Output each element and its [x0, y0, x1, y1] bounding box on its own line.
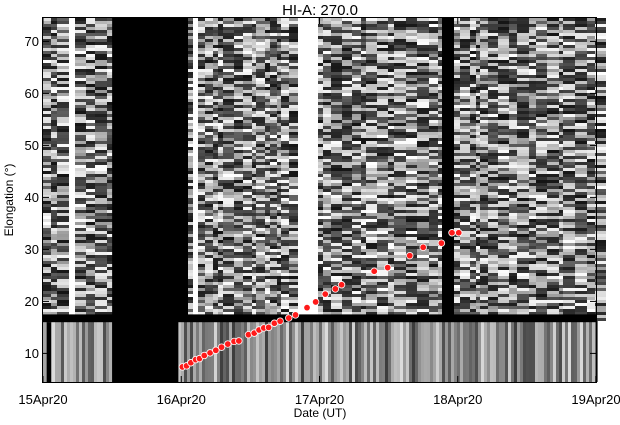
data-point — [303, 303, 311, 312]
data-points — [178, 229, 463, 371]
x-tick-label: 15Apr20 — [18, 392, 67, 407]
data-point — [311, 298, 320, 306]
data-point — [455, 229, 463, 237]
x-tick-label: 16Apr20 — [157, 392, 206, 407]
data-point — [337, 281, 346, 289]
y-tick-label: 10 — [25, 346, 39, 361]
data-point — [448, 229, 456, 237]
data-point — [235, 337, 243, 345]
data-point — [321, 290, 329, 298]
y-tick-label: 60 — [25, 86, 39, 101]
y-tick-label: 40 — [25, 190, 39, 205]
data-point — [331, 285, 340, 293]
data-point — [285, 314, 293, 322]
jmap-background — [43, 18, 606, 382]
y-tick-label: 30 — [25, 242, 39, 257]
plot-frame — [42, 17, 597, 383]
y-axis-title: Elongation (°) — [2, 164, 16, 237]
axes: 10 20 30 40 50 60 70 15Apr20 16Apr20 17Apr20 18Apr… — [18, 18, 620, 407]
data-point — [419, 243, 427, 252]
x-tick-label: 18Apr20 — [433, 392, 482, 407]
y-tick-label: 70 — [25, 34, 39, 49]
data-point — [264, 323, 273, 332]
data-point — [291, 311, 300, 319]
data-point — [276, 317, 284, 325]
x-axis-title: Date (UT) — [294, 406, 347, 420]
x-tick-label: 19Apr20 — [571, 392, 620, 407]
y-tick-label: 50 — [25, 138, 39, 153]
data-point — [212, 346, 220, 354]
y-tick-label: 20 — [25, 294, 39, 309]
data-point — [370, 267, 378, 275]
chart-title: HI-A: 270.0 — [282, 2, 358, 19]
data-point — [437, 239, 446, 247]
data-point — [406, 251, 414, 260]
data-point — [383, 263, 392, 272]
x-tick-label: 17Apr20 — [295, 392, 344, 407]
data-point — [217, 343, 226, 351]
data-point — [224, 340, 232, 348]
